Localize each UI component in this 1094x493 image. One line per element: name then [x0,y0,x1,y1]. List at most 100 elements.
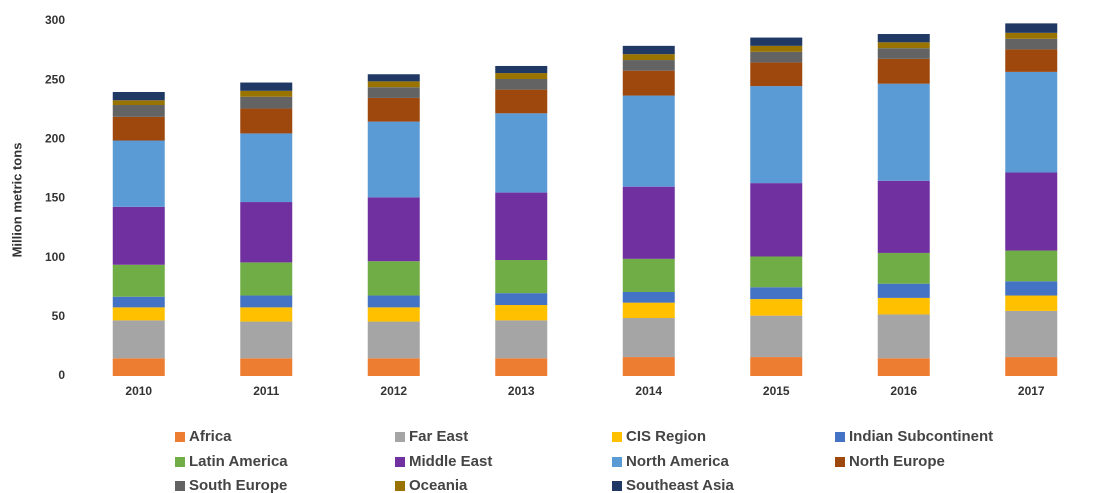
bar-segment [877,297,930,315]
bar-segment [877,83,930,181]
bar-segment [112,307,165,321]
bar-segment [240,202,293,263]
bar-segment [367,358,420,376]
bar-segment [622,302,675,319]
bar-segment [622,70,675,96]
bar-segment [495,260,548,294]
bar-segment [1005,357,1058,376]
bar-segment [877,283,930,298]
bar-segment [495,89,548,114]
bar-segment [750,183,803,257]
bar-segment [367,87,420,98]
bar-segment [495,192,548,261]
bar-segment [622,357,675,376]
bar-segment [750,256,803,288]
bar-segment [367,121,420,198]
bar-segment [877,252,930,284]
bar-segment [1005,172,1058,251]
bar-segment [240,262,293,296]
x-tick-label: 2013 [508,384,535,398]
bar-segment [112,358,165,376]
bar-segment [495,65,548,74]
bar-segment [240,90,293,97]
bar-segment [1005,295,1058,311]
bar-segment [112,296,165,308]
bar-segment [1005,23,1058,33]
bar-segment [367,97,420,122]
bar-segment [622,291,675,303]
bar-segment [495,320,548,359]
bar-segment [622,60,675,71]
bar-segment [240,82,293,91]
bar-segment [240,321,293,359]
x-tick-label: 2012 [380,384,407,398]
bar-segment [495,113,548,193]
bar-segment [240,96,293,109]
x-tick-label: 2011 [253,384,279,398]
bar-segment [240,133,293,203]
y-tick-label: 0 [58,368,65,382]
bar-segment [112,140,165,207]
legend-swatch [175,432,185,442]
bar-segment [1005,49,1058,72]
x-tick-label: 2010 [125,384,152,398]
bar-segment [877,48,930,59]
legend-label: Southeast Asia [626,477,734,493]
bar-segment [367,81,420,88]
legend-label: Africa [189,428,232,445]
bar-segment [622,95,675,187]
legend-label: Middle East [409,453,492,470]
bar-segment [1005,71,1058,173]
legend-swatch [612,432,622,442]
bar-segment [112,264,165,297]
legend-label: Far East [409,428,468,445]
bar-segment [750,357,803,376]
y-tick-label: 50 [52,309,66,323]
bar-segment [877,42,930,49]
bar-segment [622,318,675,358]
bar-segment [367,321,420,359]
legend-swatch [612,457,622,467]
bar-segment [112,100,165,106]
bar-segment [495,293,548,305]
bar-segment [622,186,675,259]
y-tick-label: 250 [45,72,65,86]
bar-segment [750,37,803,46]
legend-swatch [175,457,185,467]
y-tick-label: 150 [45,191,65,205]
x-tick-label: 2017 [1018,384,1045,398]
y-tick-label: 200 [45,132,65,146]
y-axis-label: Million metric tons [9,143,24,258]
bar-segment [367,307,420,322]
legend-swatch [835,432,845,442]
bar-segment [112,206,165,265]
bar-segment [750,299,803,316]
bar-segment [495,73,548,79]
bar-segment [750,62,803,87]
bar-segment [750,45,803,52]
x-tick-label: 2016 [890,384,917,398]
bar-segment [750,287,803,300]
bar-segment [112,320,165,359]
bar-segment [1005,38,1058,50]
legend-swatch [395,457,405,467]
bar-segment [622,54,675,61]
x-tick-label: 2015 [763,384,790,398]
x-tick-label: 2014 [635,384,662,398]
legend-label: North Europe [849,453,945,470]
bar-segment [622,45,675,55]
bar-segment [1005,32,1058,39]
bar-segment [240,358,293,376]
legend-label: Indian Subcontinent [849,428,993,445]
bar-segment [112,116,165,141]
legend-swatch [395,432,405,442]
legend-swatch [395,481,405,491]
bar-segment [240,307,293,322]
legend-label: South Europe [189,477,287,493]
bar-segment [367,261,420,296]
y-tick-label: 300 [45,13,65,27]
bar-segment [495,305,548,321]
legend-swatch [612,481,622,491]
bar-segment [112,105,165,117]
